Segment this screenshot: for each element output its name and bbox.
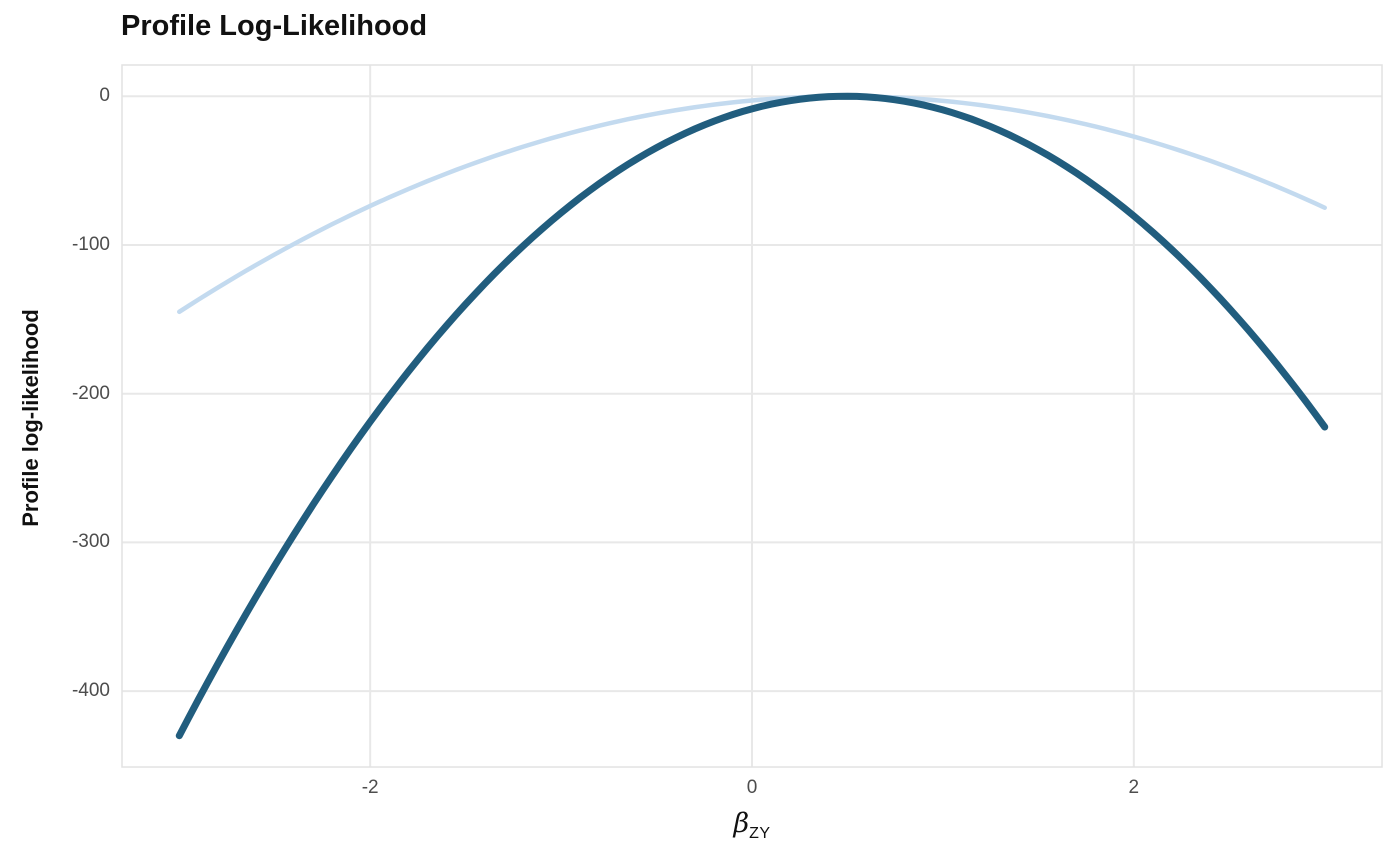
- y-tick-label: -100: [71, 233, 110, 255]
- panel-border: [121, 64, 1383, 768]
- chart-title: Profile Log-Likelihood: [121, 10, 428, 42]
- y-tick-label: -400: [71, 680, 110, 702]
- x-tick-label: -2: [361, 777, 379, 798]
- x-tick-label: 0: [746, 777, 758, 798]
- y-tick-label: -300: [71, 531, 110, 553]
- y-tick-label: -200: [71, 382, 110, 404]
- y-tick-label: 0: [99, 85, 110, 107]
- flat-profile-curve: [177, 93, 1327, 315]
- steep-profile-curve: [175, 92, 1329, 740]
- beta-subscript: ZY: [749, 825, 771, 842]
- x-tick-label: 2: [1128, 777, 1140, 798]
- beta-symbol: β: [733, 808, 750, 839]
- x-axis-title: βZY: [122, 808, 1382, 843]
